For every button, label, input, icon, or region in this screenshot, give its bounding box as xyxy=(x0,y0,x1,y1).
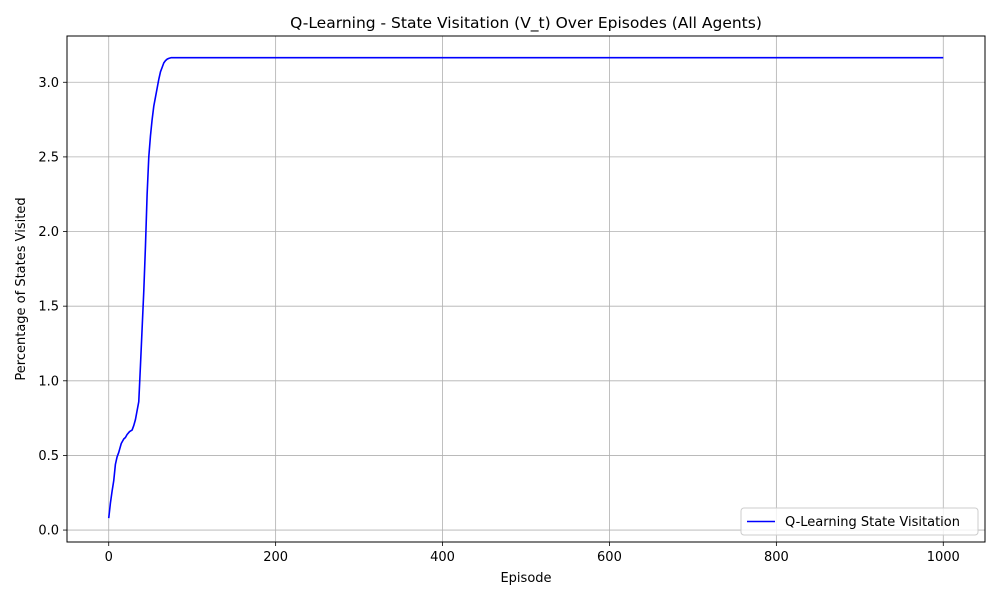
x-tick-label: 800 xyxy=(764,550,789,565)
y-tick-label: 2.5 xyxy=(38,150,59,165)
x-tick-label: 1000 xyxy=(927,550,960,565)
ticks: 0 200 400 600 800 1000 0.0 0.5 1.0 1.5 2.0 2.5 3.0 xyxy=(38,76,960,565)
x-tick-label: 0 xyxy=(105,550,113,565)
y-tick-label: 3.0 xyxy=(38,76,59,91)
y-tick-label: 2.0 xyxy=(38,225,59,240)
series-line xyxy=(107,56,944,519)
chart-title: Q-Learning - State Visitation (V_t) Over… xyxy=(290,14,762,33)
x-tick-label: 400 xyxy=(430,550,455,565)
plot-frame xyxy=(66,35,986,543)
y-tick-label: 1.5 xyxy=(38,300,59,315)
legend: Q-Learning State Visitation xyxy=(740,507,979,536)
legend-label: Q-Learning State Visitation xyxy=(785,515,960,530)
y-tick-label: 0.0 xyxy=(38,524,59,539)
y-tick-label: 0.5 xyxy=(38,449,59,464)
x-tick-label: 600 xyxy=(597,550,622,565)
x-axis-label: Episode xyxy=(500,571,551,586)
legend-box xyxy=(740,507,979,536)
y-tick-label: 1.0 xyxy=(38,374,59,389)
series-layer xyxy=(107,56,944,519)
y-axis-label: Percentage of States Visited xyxy=(14,197,29,380)
x-tick-label: 200 xyxy=(263,550,288,565)
